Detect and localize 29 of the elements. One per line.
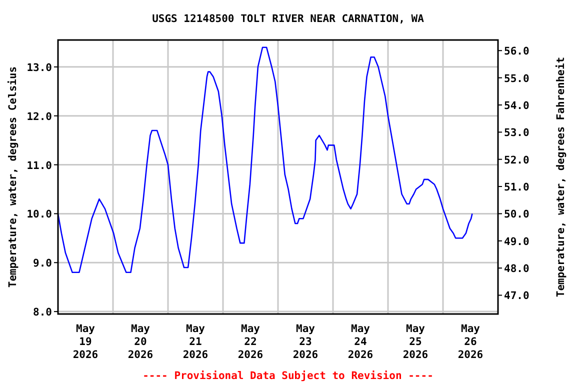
x-tick-label: May 25 2026 xyxy=(402,323,428,361)
y-axis-title: Temperature, water, degrees Celsius xyxy=(7,66,19,288)
y2-tick-label: 53.0 xyxy=(504,127,530,140)
x-tick-label: May 24 2026 xyxy=(348,323,374,361)
y2-tick-label: 56.0 xyxy=(504,46,530,58)
x-tick-label: May 19 2026 xyxy=(72,323,98,361)
y2-tick-label: 49.0 xyxy=(504,236,530,248)
y-tick-label: 13.0 xyxy=(26,62,52,74)
x-tick-label: May 21 2026 xyxy=(182,323,208,361)
y2-tick-label: 48.0 xyxy=(504,263,530,276)
x-tick-label: May 23 2026 xyxy=(292,323,318,361)
y-tick-label: 12.0 xyxy=(26,110,52,123)
text: ---- Provisional Data Subject to Revision ---- xyxy=(142,370,434,382)
x-tick-label: May 26 2026 xyxy=(458,323,484,361)
line-series xyxy=(58,46,473,274)
y2-tick-label: 54.0 xyxy=(504,100,530,112)
y2-tick-label: 55.0 xyxy=(504,72,530,85)
chart-title: USGS 12148500 TOLT RIVER NEAR CARNATION, WA xyxy=(152,13,425,25)
y-tick-label: 11.0 xyxy=(26,160,52,172)
y2-tick-label: 50.0 xyxy=(504,208,530,221)
y2-tick-label: 51.0 xyxy=(504,182,530,194)
y2-tick-label: 52.0 xyxy=(504,154,530,166)
y-tick-label: 8.0 xyxy=(33,306,52,319)
y2-tick-label: 47.0 xyxy=(504,290,530,302)
x-tick-label: May 22 2026 xyxy=(238,323,264,361)
y-tick-label: 10.0 xyxy=(26,208,52,221)
y2-axis-title: Temperature, water, degrees Fahrenheit xyxy=(555,56,567,298)
y-tick-label: 9.0 xyxy=(33,258,52,270)
x-tick-label: May 20 2026 xyxy=(128,323,154,361)
